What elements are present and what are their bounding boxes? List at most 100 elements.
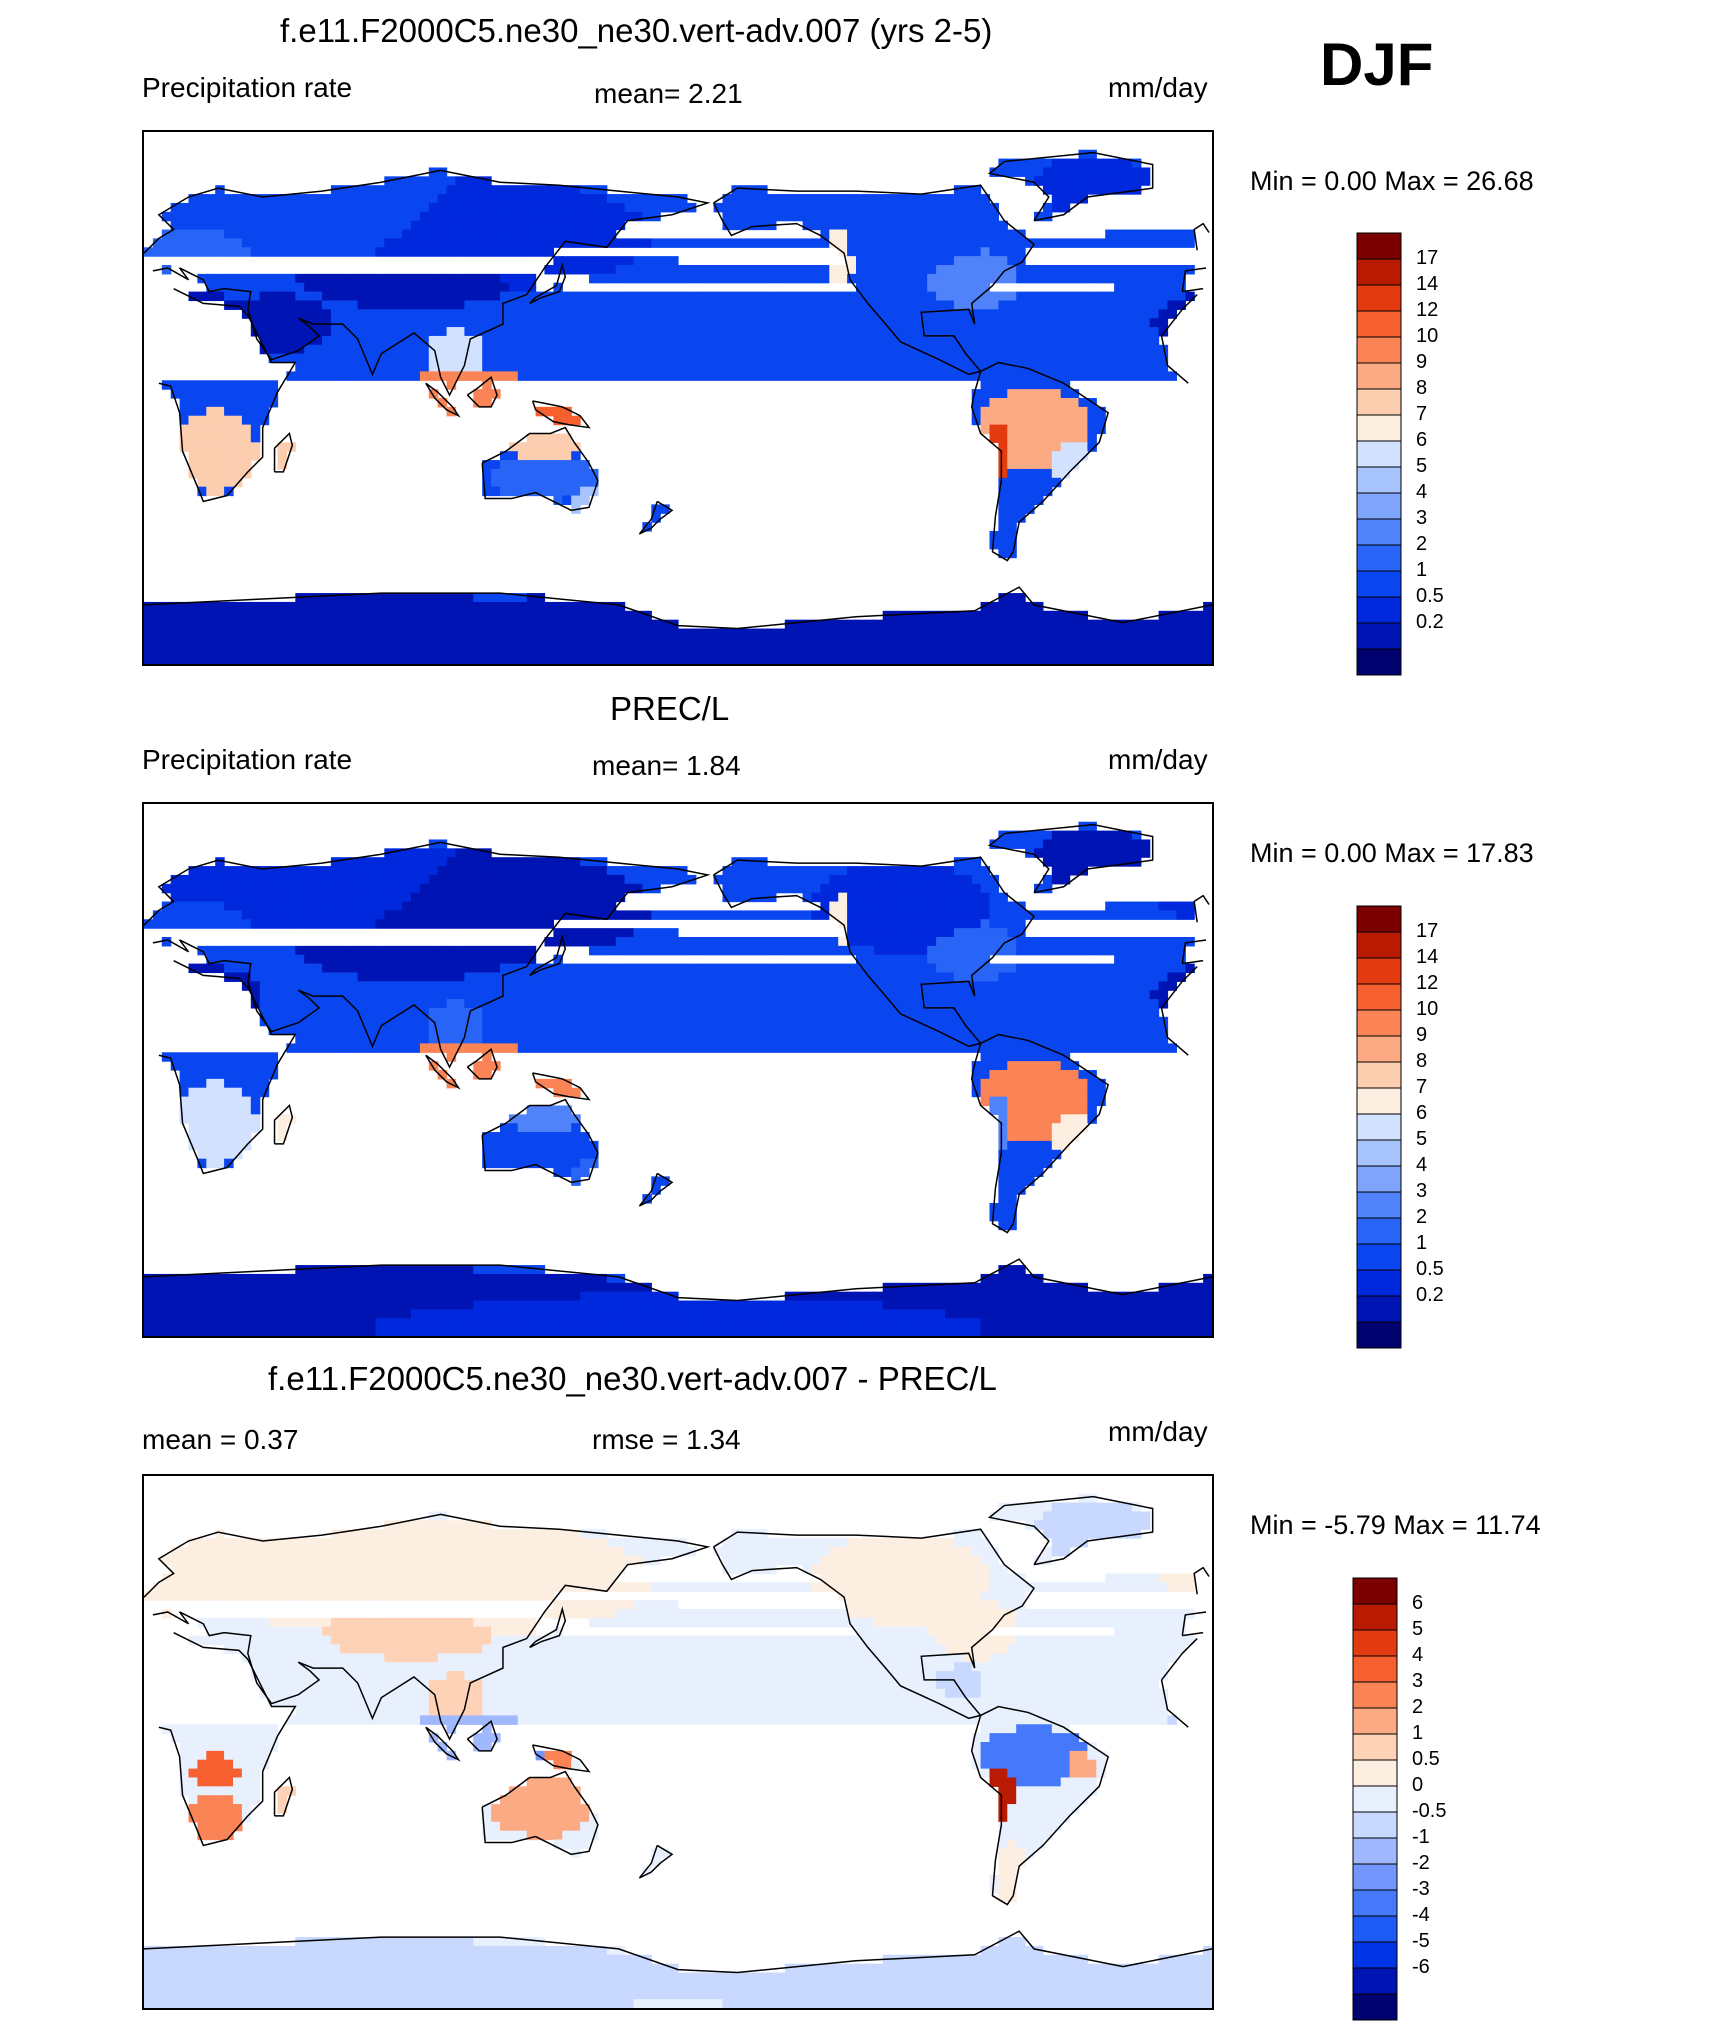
grid-cell bbox=[437, 981, 448, 991]
grid-cell bbox=[864, 282, 875, 293]
grid-cell bbox=[651, 300, 661, 310]
grid-cell bbox=[1042, 937, 1053, 947]
grid-cell bbox=[482, 380, 492, 390]
grid-cell bbox=[1167, 901, 1177, 911]
grid-cell bbox=[544, 883, 554, 894]
grid-cell bbox=[1105, 1007, 1115, 1018]
grid-cell bbox=[526, 318, 537, 328]
grid-cell bbox=[286, 655, 296, 664]
grid-cell bbox=[820, 619, 830, 630]
grid-cell bbox=[1140, 655, 1151, 664]
grid-cell bbox=[250, 866, 261, 876]
grid-cell bbox=[313, 999, 323, 1009]
grid-cell bbox=[357, 327, 368, 337]
grid-cell bbox=[1007, 928, 1017, 938]
grid-cell bbox=[1176, 273, 1186, 284]
grid-cell bbox=[1078, 238, 1088, 248]
grid-cell bbox=[1105, 176, 1115, 186]
grid-cell bbox=[464, 593, 474, 603]
grid-cell bbox=[793, 981, 804, 991]
grid-cell bbox=[384, 309, 394, 319]
grid-cell bbox=[802, 202, 813, 213]
grid-cell bbox=[375, 1007, 385, 1018]
grid-cell bbox=[322, 291, 332, 302]
grid-cell bbox=[980, 211, 991, 222]
grid-cell bbox=[179, 601, 190, 612]
grid-cell bbox=[642, 628, 652, 638]
grid-cell bbox=[936, 291, 946, 302]
grid-cell bbox=[339, 1007, 350, 1018]
grid-cell bbox=[233, 901, 243, 911]
grid-cell bbox=[1034, 344, 1044, 355]
grid-cell bbox=[624, 211, 635, 222]
grid-cell bbox=[473, 866, 483, 876]
grid-cell bbox=[1051, 406, 1062, 417]
grid-cell bbox=[1069, 981, 1080, 991]
grid-cell bbox=[784, 202, 795, 213]
grid-cell bbox=[544, 318, 554, 328]
grid-cell bbox=[820, 300, 830, 310]
grid-cell bbox=[1007, 655, 1017, 664]
grid-cell bbox=[428, 866, 439, 876]
grid-cell bbox=[1203, 655, 1212, 664]
grid-cell bbox=[1025, 406, 1035, 417]
grid-cell bbox=[918, 1016, 928, 1027]
grid-cell bbox=[580, 371, 590, 381]
grid-cell bbox=[900, 901, 910, 911]
grid-cell bbox=[678, 194, 688, 204]
grid-cell bbox=[241, 211, 252, 222]
grid-cell bbox=[339, 335, 350, 346]
grid-cell bbox=[962, 972, 973, 982]
grid-cell bbox=[233, 637, 243, 647]
grid-cell bbox=[419, 655, 430, 664]
grid-cell bbox=[695, 646, 706, 656]
grid-cell bbox=[980, 999, 991, 1009]
grid-cell bbox=[464, 892, 474, 903]
grid-cell bbox=[873, 1016, 884, 1027]
grid-cell bbox=[1131, 655, 1142, 664]
grid-cell bbox=[1096, 637, 1106, 647]
grid-cell bbox=[526, 1016, 537, 1027]
grid-cell bbox=[749, 309, 759, 319]
grid-cell bbox=[1087, 318, 1097, 328]
grid-cell bbox=[268, 202, 279, 213]
grid-cell bbox=[811, 655, 821, 664]
grid-cell bbox=[277, 460, 287, 470]
grid-cell bbox=[847, 646, 857, 656]
grid-cell bbox=[651, 999, 661, 1009]
grid-cell bbox=[793, 655, 804, 664]
grid-cell bbox=[891, 619, 902, 630]
grid-cell bbox=[366, 247, 376, 257]
grid-cell bbox=[749, 1016, 759, 1027]
grid-cell bbox=[1078, 433, 1088, 443]
grid-cell bbox=[1042, 380, 1053, 390]
grid-cell bbox=[411, 185, 421, 195]
grid-cell bbox=[704, 655, 715, 664]
grid-cell bbox=[651, 637, 661, 647]
grid-cell bbox=[1034, 646, 1044, 656]
grid-cell bbox=[971, 901, 982, 911]
grid-cell bbox=[464, 353, 474, 364]
grid-cell bbox=[624, 265, 635, 275]
grid-cell bbox=[375, 972, 385, 982]
grid-cell bbox=[971, 874, 982, 885]
grid-cell bbox=[998, 839, 1008, 849]
grid-cell bbox=[1007, 972, 1017, 982]
grid-cell bbox=[580, 883, 590, 894]
grid-cell bbox=[749, 300, 759, 310]
grid-cell bbox=[1096, 371, 1106, 381]
grid-cell bbox=[1096, 353, 1106, 364]
grid-cell bbox=[544, 247, 554, 257]
grid-cell bbox=[1007, 990, 1017, 1000]
grid-cell bbox=[731, 194, 741, 204]
grid-cell bbox=[989, 273, 999, 284]
grid-cell bbox=[660, 972, 670, 982]
grid-cell bbox=[322, 910, 332, 920]
grid-cell bbox=[695, 981, 706, 991]
grid-cell bbox=[597, 866, 608, 876]
grid-cell bbox=[322, 628, 332, 638]
grid-cell bbox=[998, 380, 1008, 390]
grid-cell bbox=[731, 972, 741, 982]
grid-cell bbox=[562, 256, 572, 266]
grid-cell bbox=[446, 194, 457, 204]
